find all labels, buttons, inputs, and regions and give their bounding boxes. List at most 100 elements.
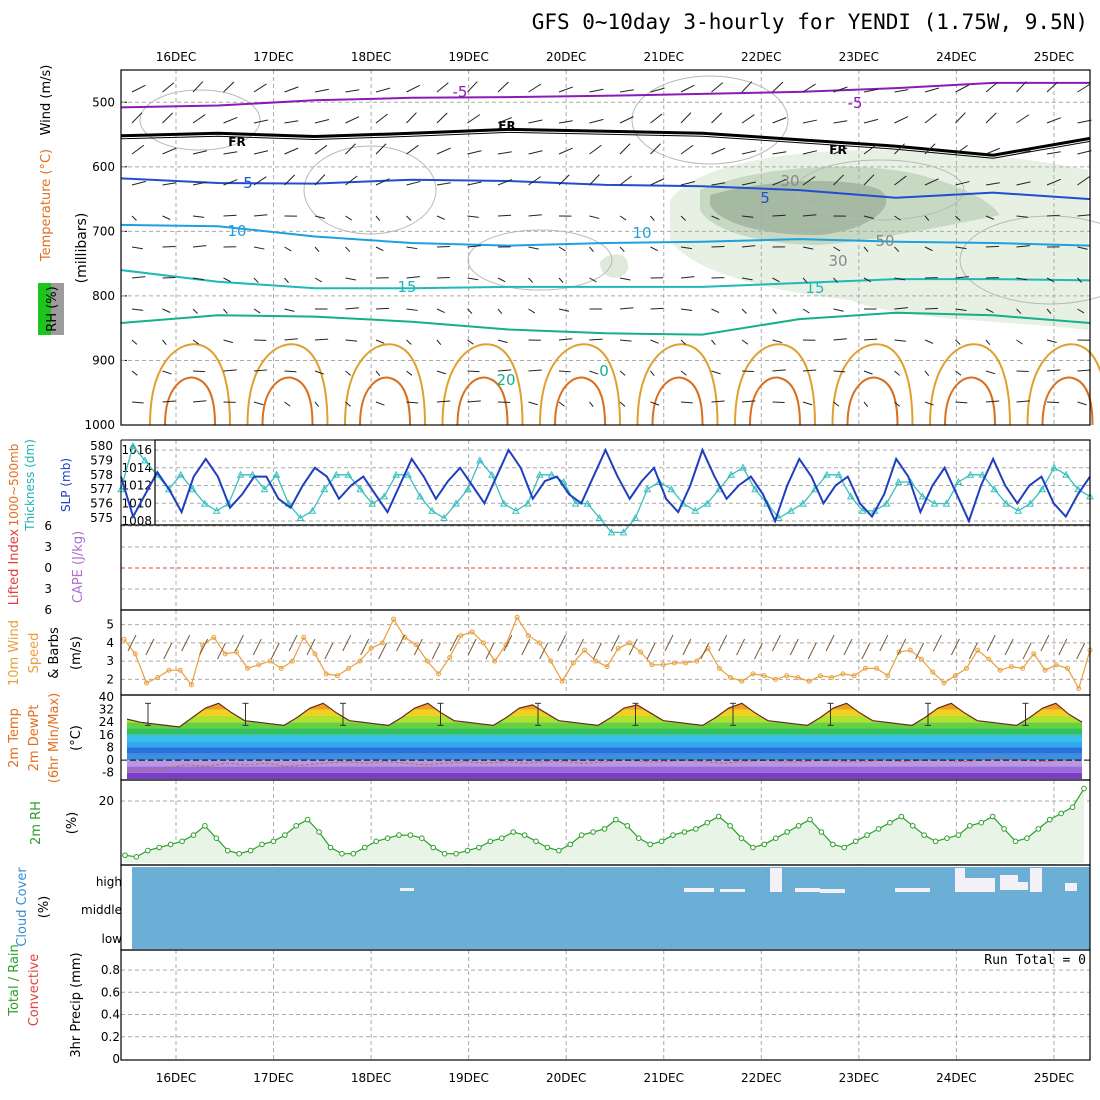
wind-barb	[223, 214, 237, 217]
wind-barb	[162, 370, 172, 375]
wind-barb	[894, 143, 905, 155]
thickness-marker	[727, 470, 735, 478]
wind10-barb	[933, 634, 942, 652]
wind-barb	[284, 277, 289, 283]
wind10-marker	[907, 647, 913, 653]
wind10-barb	[449, 634, 459, 652]
wind10-marker	[874, 665, 880, 671]
wind-barb	[223, 277, 231, 283]
wind-barb	[558, 147, 573, 155]
rh-marker	[476, 844, 482, 851]
wind-barb	[924, 178, 939, 186]
wind-barb	[589, 246, 594, 252]
wind-barb	[741, 277, 753, 281]
wind-barb	[741, 181, 757, 186]
contour-label: 15	[805, 279, 824, 297]
wind-barb	[1046, 81, 1058, 93]
wind10-marker	[806, 678, 812, 684]
wind-barb	[1046, 339, 1057, 343]
rh-marker	[1058, 810, 1064, 817]
wind10-marker	[413, 642, 419, 648]
wind-barb	[680, 246, 692, 250]
wind10-barb	[682, 638, 692, 656]
thickness-marker	[930, 499, 939, 507]
isotherm-freezing-shadow	[120, 131, 1091, 159]
y-tick-precip: 0.2	[101, 1030, 120, 1044]
thickness-marker	[619, 528, 628, 536]
wind-barb	[955, 276, 969, 279]
contour-label: 30	[780, 172, 799, 190]
axis-label-2m-temp: 2m Temp	[7, 708, 22, 768]
temp-contour-30	[359, 376, 411, 426]
wind10-barb	[1058, 638, 1068, 656]
wind-barb	[772, 401, 785, 404]
wind-barb	[192, 400, 207, 403]
wind-barb	[284, 370, 297, 373]
thickness-marker	[404, 470, 412, 478]
wind-barb	[680, 276, 695, 279]
wind-barb	[436, 215, 446, 220]
rh-marker	[1012, 838, 1019, 845]
date-label-top: 23DEC	[839, 50, 879, 64]
y-tick-lifted: 0	[44, 561, 52, 575]
date-label-top: 19DEC	[448, 50, 488, 64]
wind-barb	[1077, 246, 1088, 250]
wind-barb	[894, 246, 900, 252]
rh-marker	[441, 850, 448, 857]
rh-marker	[715, 813, 722, 820]
temp-contour-25	[831, 343, 914, 426]
wind-barb	[1016, 400, 1030, 403]
wind10-barb	[575, 638, 584, 656]
contour-label: 10	[227, 222, 246, 240]
rh-marker	[487, 838, 494, 845]
wind-barb	[1046, 117, 1062, 124]
rh-marker	[247, 847, 254, 854]
thickness-marker	[787, 506, 795, 514]
axis-label-cloud-cover: Cloud Cover	[15, 867, 30, 947]
wind-barb	[894, 339, 906, 342]
wind-barb	[924, 87, 940, 93]
rh-marker	[361, 844, 368, 851]
axis-label-temperature: Temperature (°C)	[39, 149, 54, 262]
y-tick-slp: 1012	[121, 479, 152, 493]
wind-barb	[589, 338, 603, 341]
wind-barb	[436, 82, 449, 93]
wind-barb	[528, 308, 536, 314]
contour-label: FR	[829, 143, 846, 157]
cloud-cover-area	[132, 867, 1090, 949]
y-tick-cloud: middle	[81, 903, 122, 917]
rh-marker	[236, 850, 242, 857]
wind-barb	[985, 308, 994, 314]
temp-band	[127, 722, 1082, 729]
wind-barb	[558, 86, 574, 93]
wind-barb	[284, 308, 295, 312]
wind10-barb	[306, 638, 316, 656]
y-tick-thickness: 580	[90, 439, 113, 453]
wind-barb	[1046, 151, 1061, 155]
rh-marker	[293, 823, 300, 829]
wind10-marker	[963, 665, 969, 671]
temp-contour-25	[344, 343, 426, 426]
temp-band	[127, 703, 1082, 710]
wind-barb	[192, 339, 200, 345]
wind10-barb	[145, 638, 155, 656]
axis-label-minmax: (6hr Min/Max)	[47, 693, 62, 783]
thickness-marker	[942, 499, 951, 507]
wind-barb	[985, 182, 1000, 186]
y-tick-cloud: low	[102, 932, 123, 946]
wind-barb	[772, 214, 786, 217]
thickness-marker	[559, 477, 568, 485]
wind-barb	[253, 277, 259, 283]
wind10-barb	[789, 638, 799, 656]
wind-barb	[955, 339, 961, 345]
wind-barb	[924, 215, 930, 221]
thickness-marker	[894, 477, 903, 485]
wind-barb	[528, 401, 538, 406]
wind-barb	[1046, 401, 1060, 404]
rh-marker	[921, 832, 927, 838]
date-label-top: 25DEC	[1034, 50, 1074, 64]
wind10-barb	[252, 638, 262, 656]
wind10-barb	[700, 642, 710, 660]
wind-barb	[1077, 401, 1087, 406]
wind10-marker	[986, 656, 992, 662]
